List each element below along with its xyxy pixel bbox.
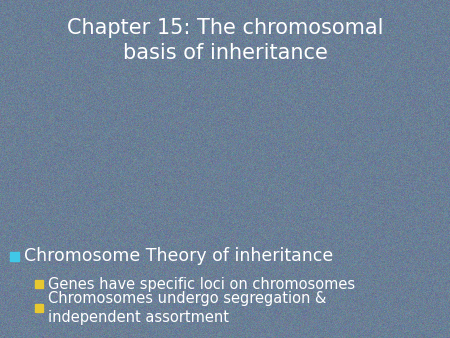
Text: Chromosomes undergo segregation &
independent assortment: Chromosomes undergo segregation & indepe… [48,291,326,325]
Text: Chapter 15: The chromosomal
basis of inheritance: Chapter 15: The chromosomal basis of inh… [67,18,383,63]
Text: Genes have specific loci on chromosomes: Genes have specific loci on chromosomes [48,276,355,291]
FancyBboxPatch shape [10,251,19,261]
FancyBboxPatch shape [35,280,43,288]
FancyBboxPatch shape [35,304,43,312]
Text: Chromosome Theory of inheritance: Chromosome Theory of inheritance [24,247,333,265]
